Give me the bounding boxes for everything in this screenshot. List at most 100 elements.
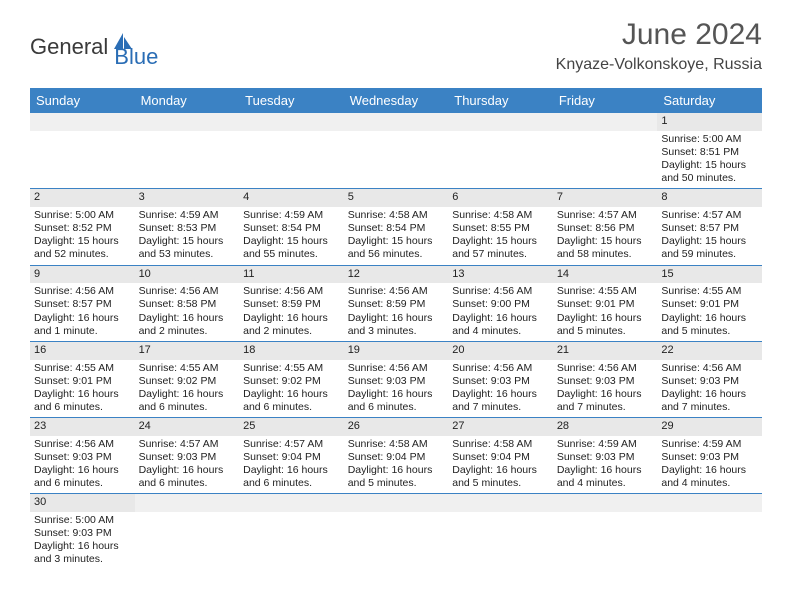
- sunrise-line: Sunrise: 4:57 AM: [243, 438, 340, 451]
- sunrise-line: Sunrise: 4:59 AM: [139, 209, 236, 222]
- day-info: Sunrise: 4:56 AMSunset: 8:59 PMDaylight:…: [239, 283, 344, 341]
- sunrise-line: Sunrise: 4:56 AM: [557, 362, 654, 375]
- calendar-day-cell: 2Sunrise: 5:00 AMSunset: 8:52 PMDaylight…: [30, 189, 135, 265]
- day-info: Sunrise: 4:59 AMSunset: 9:03 PMDaylight:…: [657, 436, 762, 494]
- day-number-strip: 16: [30, 342, 135, 360]
- sunset-line: Sunset: 9:02 PM: [139, 375, 236, 388]
- calendar-day-cell: 19Sunrise: 4:56 AMSunset: 9:03 PMDayligh…: [344, 341, 449, 417]
- sunset-line: Sunset: 9:03 PM: [34, 527, 131, 540]
- sunset-line: Sunset: 9:01 PM: [34, 375, 131, 388]
- calendar-week-row: 9Sunrise: 4:56 AMSunset: 8:57 PMDaylight…: [30, 265, 762, 341]
- sunrise-line: Sunrise: 4:57 AM: [661, 209, 758, 222]
- day-number-strip: 15: [657, 266, 762, 284]
- daylight-line: Daylight: 16 hours and 6 minutes.: [243, 464, 340, 490]
- day-info: Sunrise: 4:56 AMSunset: 9:03 PMDaylight:…: [553, 360, 658, 418]
- day-number-strip: 19: [344, 342, 449, 360]
- title-block: June 2024 Knyaze-Volkonskoye, Russia: [556, 18, 762, 74]
- day-number-strip: 17: [135, 342, 240, 360]
- sunset-line: Sunset: 8:59 PM: [243, 298, 340, 311]
- daylight-line: Daylight: 16 hours and 3 minutes.: [348, 312, 445, 338]
- calendar-day-cell: 9Sunrise: 4:56 AMSunset: 8:57 PMDaylight…: [30, 265, 135, 341]
- calendar-day-cell: 30Sunrise: 5:00 AMSunset: 9:03 PMDayligh…: [30, 494, 135, 570]
- daylight-line: Daylight: 15 hours and 56 minutes.: [348, 235, 445, 261]
- day-info: Sunrise: 4:57 AMSunset: 9:03 PMDaylight:…: [135, 436, 240, 494]
- sunrise-line: Sunrise: 4:55 AM: [139, 362, 236, 375]
- sunset-line: Sunset: 9:01 PM: [661, 298, 758, 311]
- day-info: Sunrise: 4:56 AMSunset: 8:58 PMDaylight:…: [135, 283, 240, 341]
- sunrise-line: Sunrise: 4:56 AM: [661, 362, 758, 375]
- calendar-empty-cell: [448, 113, 553, 189]
- day-info: Sunrise: 4:58 AMSunset: 9:04 PMDaylight:…: [344, 436, 449, 494]
- day-info: Sunrise: 4:57 AMSunset: 8:56 PMDaylight:…: [553, 207, 658, 265]
- weekday-header: Wednesday: [344, 88, 449, 113]
- day-number-strip: 21: [553, 342, 658, 360]
- daylight-line: Daylight: 16 hours and 6 minutes.: [348, 388, 445, 414]
- day-info: Sunrise: 4:56 AMSunset: 9:00 PMDaylight:…: [448, 283, 553, 341]
- sunset-line: Sunset: 8:58 PM: [139, 298, 236, 311]
- daylight-line: Daylight: 15 hours and 52 minutes.: [34, 235, 131, 261]
- sunrise-line: Sunrise: 4:56 AM: [348, 285, 445, 298]
- sunset-line: Sunset: 9:04 PM: [348, 451, 445, 464]
- calendar-empty-cell: [448, 494, 553, 570]
- day-number-strip: [239, 494, 344, 512]
- day-number-strip: 1: [657, 113, 762, 131]
- calendar-day-cell: 27Sunrise: 4:58 AMSunset: 9:04 PMDayligh…: [448, 418, 553, 494]
- calendar-header-row: SundayMondayTuesdayWednesdayThursdayFrid…: [30, 88, 762, 113]
- sunset-line: Sunset: 9:00 PM: [452, 298, 549, 311]
- calendar-day-cell: 14Sunrise: 4:55 AMSunset: 9:01 PMDayligh…: [553, 265, 658, 341]
- calendar-day-cell: 4Sunrise: 4:59 AMSunset: 8:54 PMDaylight…: [239, 189, 344, 265]
- day-info: Sunrise: 4:58 AMSunset: 8:55 PMDaylight:…: [448, 207, 553, 265]
- sunrise-line: Sunrise: 4:56 AM: [348, 362, 445, 375]
- calendar-day-cell: 7Sunrise: 4:57 AMSunset: 8:56 PMDaylight…: [553, 189, 658, 265]
- sunset-line: Sunset: 9:03 PM: [557, 451, 654, 464]
- sunrise-line: Sunrise: 4:59 AM: [243, 209, 340, 222]
- sunrise-line: Sunrise: 4:55 AM: [243, 362, 340, 375]
- day-number-strip: 12: [344, 266, 449, 284]
- calendar-day-cell: 18Sunrise: 4:55 AMSunset: 9:02 PMDayligh…: [239, 341, 344, 417]
- sunset-line: Sunset: 8:54 PM: [348, 222, 445, 235]
- sunrise-line: Sunrise: 4:58 AM: [452, 438, 549, 451]
- calendar-day-cell: 10Sunrise: 4:56 AMSunset: 8:58 PMDayligh…: [135, 265, 240, 341]
- daylight-line: Daylight: 16 hours and 1 minute.: [34, 312, 131, 338]
- day-number-strip: [344, 494, 449, 512]
- daylight-line: Daylight: 15 hours and 59 minutes.: [661, 235, 758, 261]
- daylight-line: Daylight: 15 hours and 57 minutes.: [452, 235, 549, 261]
- sunset-line: Sunset: 9:03 PM: [661, 451, 758, 464]
- day-number-strip: 28: [553, 418, 658, 436]
- calendar-day-cell: 21Sunrise: 4:56 AMSunset: 9:03 PMDayligh…: [553, 341, 658, 417]
- sunrise-line: Sunrise: 4:59 AM: [661, 438, 758, 451]
- weekday-header: Saturday: [657, 88, 762, 113]
- calendar-day-cell: 16Sunrise: 4:55 AMSunset: 9:01 PMDayligh…: [30, 341, 135, 417]
- calendar-empty-cell: [239, 494, 344, 570]
- calendar-week-row: 23Sunrise: 4:56 AMSunset: 9:03 PMDayligh…: [30, 418, 762, 494]
- sunrise-line: Sunrise: 5:00 AM: [661, 133, 758, 146]
- brand-text-blue: Blue: [114, 44, 158, 70]
- calendar-empty-cell: [135, 494, 240, 570]
- day-info: Sunrise: 4:59 AMSunset: 8:53 PMDaylight:…: [135, 207, 240, 265]
- day-info: Sunrise: 4:55 AMSunset: 9:01 PMDaylight:…: [657, 283, 762, 341]
- day-number-strip: 27: [448, 418, 553, 436]
- sunset-line: Sunset: 8:51 PM: [661, 146, 758, 159]
- sunset-line: Sunset: 8:54 PM: [243, 222, 340, 235]
- sunset-line: Sunset: 8:57 PM: [34, 298, 131, 311]
- day-number-strip: [553, 113, 658, 131]
- calendar-day-cell: 24Sunrise: 4:57 AMSunset: 9:03 PMDayligh…: [135, 418, 240, 494]
- calendar-empty-cell: [344, 113, 449, 189]
- sunrise-line: Sunrise: 4:55 AM: [34, 362, 131, 375]
- day-number-strip: 30: [30, 494, 135, 512]
- daylight-line: Daylight: 16 hours and 5 minutes.: [348, 464, 445, 490]
- day-info: Sunrise: 4:55 AMSunset: 9:01 PMDaylight:…: [30, 360, 135, 418]
- day-number-strip: 26: [344, 418, 449, 436]
- day-number-strip: 10: [135, 266, 240, 284]
- daylight-line: Daylight: 16 hours and 7 minutes.: [452, 388, 549, 414]
- day-number-strip: 23: [30, 418, 135, 436]
- sunrise-line: Sunrise: 4:55 AM: [661, 285, 758, 298]
- day-info: Sunrise: 4:56 AMSunset: 9:03 PMDaylight:…: [344, 360, 449, 418]
- sunset-line: Sunset: 9:03 PM: [34, 451, 131, 464]
- day-number-strip: 29: [657, 418, 762, 436]
- daylight-line: Daylight: 16 hours and 6 minutes.: [139, 464, 236, 490]
- sunrise-line: Sunrise: 4:56 AM: [452, 362, 549, 375]
- sunset-line: Sunset: 9:04 PM: [452, 451, 549, 464]
- calendar-day-cell: 15Sunrise: 4:55 AMSunset: 9:01 PMDayligh…: [657, 265, 762, 341]
- day-number-strip: [239, 113, 344, 131]
